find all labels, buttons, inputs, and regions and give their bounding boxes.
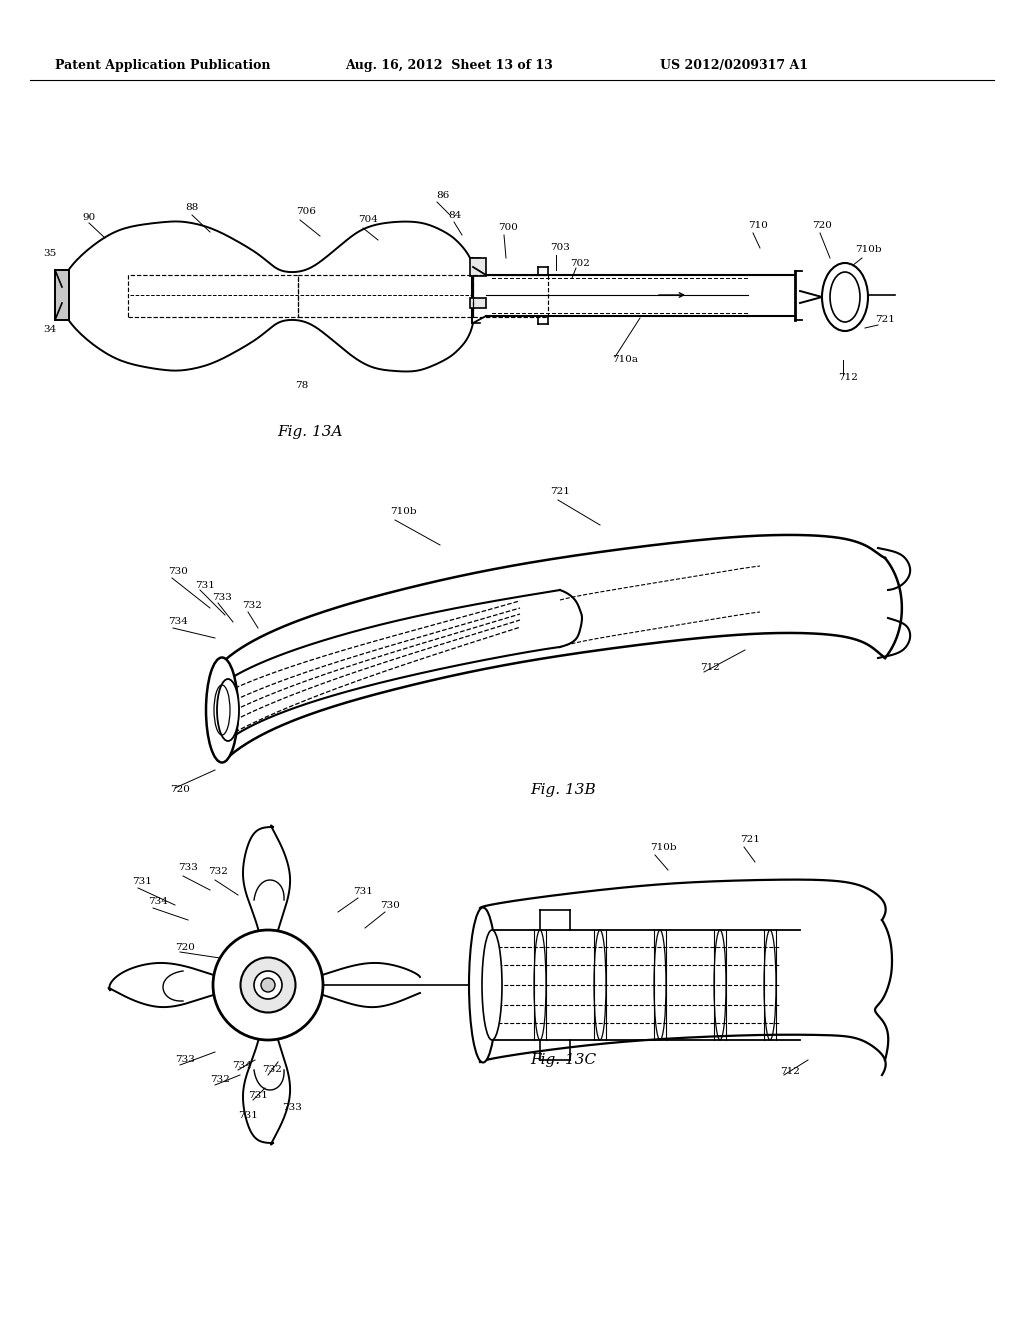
Text: 731: 731 [238, 1110, 258, 1119]
Text: 731: 731 [195, 581, 215, 590]
Text: 732: 732 [208, 867, 228, 876]
Text: 704: 704 [358, 215, 378, 224]
Text: 90: 90 [82, 214, 95, 223]
Text: Fig. 13B: Fig. 13B [530, 783, 596, 797]
Text: 34: 34 [43, 326, 56, 334]
Ellipse shape [217, 678, 239, 741]
Text: 721: 721 [740, 836, 760, 845]
Text: 733: 733 [282, 1104, 302, 1113]
Text: 720: 720 [170, 785, 189, 795]
Text: 86: 86 [436, 190, 450, 199]
Text: 733: 733 [212, 594, 231, 602]
Text: Patent Application Publication: Patent Application Publication [55, 58, 270, 71]
Text: 731: 731 [353, 887, 373, 896]
Text: 721: 721 [874, 315, 895, 325]
Text: 731: 731 [248, 1090, 268, 1100]
Text: 710b: 710b [650, 842, 677, 851]
Text: US 2012/0209317 A1: US 2012/0209317 A1 [660, 58, 808, 71]
Text: 710: 710 [748, 222, 768, 231]
Text: 732: 732 [210, 1076, 229, 1085]
Text: 732: 732 [262, 1065, 282, 1074]
Text: 730: 730 [380, 900, 400, 909]
Bar [473, 275, 548, 317]
Text: 84: 84 [449, 210, 461, 219]
Text: 710a: 710a [612, 355, 638, 364]
Text: Fig. 13C: Fig. 13C [530, 1053, 596, 1067]
Text: 710b: 710b [855, 246, 882, 255]
Text: Aug. 16, 2012  Sheet 13 of 13: Aug. 16, 2012 Sheet 13 of 13 [345, 58, 553, 71]
Ellipse shape [830, 272, 860, 322]
Text: 702: 702 [570, 259, 590, 268]
Text: 700: 700 [498, 223, 518, 232]
Text: 721: 721 [550, 487, 570, 496]
Text: 734: 734 [148, 898, 168, 907]
Text: 734: 734 [168, 618, 187, 627]
Text: 35: 35 [43, 249, 56, 259]
Bar [298, 275, 473, 317]
Text: 710b: 710b [390, 507, 417, 516]
Text: 730: 730 [168, 568, 187, 577]
Text: 734: 734 [232, 1060, 252, 1069]
Text: Fig. 13A: Fig. 13A [278, 425, 343, 440]
Text: 733: 733 [175, 1056, 195, 1064]
Ellipse shape [822, 263, 868, 331]
Text: 712: 712 [700, 664, 720, 672]
Bar [470, 257, 486, 276]
Ellipse shape [261, 978, 275, 993]
Text: 88: 88 [185, 203, 199, 213]
Text: 731: 731 [132, 878, 152, 887]
Text: 712: 712 [780, 1068, 800, 1077]
Bar [55, 271, 69, 319]
Ellipse shape [241, 957, 296, 1012]
Text: 720: 720 [812, 222, 831, 231]
Text: 733: 733 [178, 863, 198, 873]
Text: 732: 732 [242, 601, 262, 610]
Ellipse shape [213, 931, 323, 1040]
Ellipse shape [482, 931, 502, 1040]
Ellipse shape [206, 657, 238, 763]
Bar [470, 298, 486, 308]
Text: 712: 712 [838, 374, 858, 383]
Ellipse shape [254, 972, 282, 999]
Text: 720: 720 [175, 944, 195, 953]
Ellipse shape [469, 908, 497, 1063]
Bar [128, 275, 298, 317]
Text: 706: 706 [296, 207, 315, 216]
Text: 78: 78 [295, 380, 308, 389]
Text: 703: 703 [550, 243, 570, 252]
